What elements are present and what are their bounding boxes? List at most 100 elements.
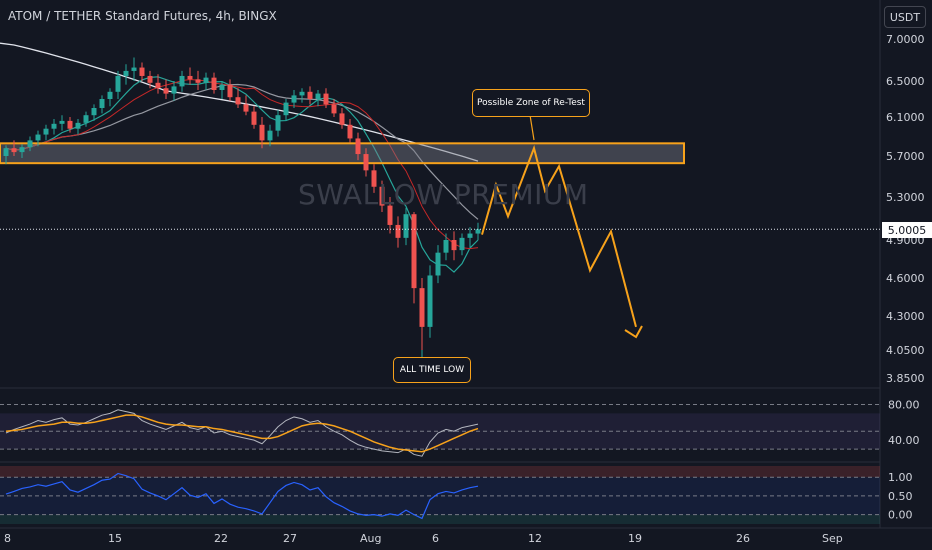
candle-body [467, 233, 473, 238]
candle [123, 64, 129, 85]
time-tick-label: 22 [214, 532, 228, 545]
candle-body [59, 120, 65, 124]
candle-body [11, 148, 17, 153]
candle-body [259, 124, 265, 141]
candle-body [283, 102, 289, 116]
candle-body [227, 84, 233, 98]
candle-body [235, 97, 241, 105]
candle-body [3, 148, 9, 156]
candle-body [155, 82, 161, 89]
projected-path-arrowhead [624, 325, 643, 339]
osc-tick-label: 0.00 [888, 509, 913, 522]
candle-body [475, 229, 481, 234]
candle [235, 88, 241, 108]
candle [11, 140, 17, 156]
candle-body [275, 115, 281, 131]
candle-body [411, 214, 417, 289]
candle [203, 72, 209, 90]
chart-title: ATOM / TETHER Standard Futures, 4h, BING… [8, 9, 277, 23]
candle [459, 233, 465, 256]
candle [131, 57, 137, 81]
candle-body [27, 140, 33, 148]
rsi-tick-label: 80.00 [888, 398, 920, 411]
candle-body [211, 77, 217, 90]
time-tick-label: 15 [108, 532, 122, 545]
price-tick-label: 7.0000 [886, 33, 925, 46]
candle-body [443, 240, 449, 253]
candle-body [35, 134, 41, 141]
time-tick-label: 8 [4, 532, 11, 545]
candle [435, 245, 441, 284]
candle-body [19, 147, 25, 153]
osc-middle-band [0, 477, 880, 515]
candle [147, 70, 153, 89]
time-tick-label: 19 [628, 532, 642, 545]
candle [179, 70, 185, 92]
time-tick-label: 6 [432, 532, 439, 545]
candle [411, 212, 417, 304]
candle [339, 108, 345, 129]
candle [299, 88, 305, 103]
candle [155, 74, 161, 94]
red-moving-average-line [5, 78, 479, 250]
candle-body [83, 115, 89, 123]
candle [307, 86, 313, 105]
candle [227, 79, 233, 101]
candle-body [419, 288, 425, 327]
candle-body [371, 170, 377, 187]
candle [347, 118, 353, 143]
candle-body [339, 113, 345, 125]
candle-body [323, 93, 329, 105]
osc-lower-band [0, 514, 880, 524]
candle [475, 222, 481, 240]
candle-body [187, 75, 193, 80]
candle [139, 62, 145, 81]
osc-tick-label: 1.00 [888, 471, 913, 484]
candle [3, 145, 9, 165]
candle-body [363, 154, 369, 171]
candle [251, 106, 257, 129]
candle [171, 81, 177, 101]
rsi-tick-label: 40.00 [888, 434, 920, 447]
candle [451, 231, 457, 261]
time-tick-label: 12 [528, 532, 542, 545]
candle [419, 278, 425, 350]
candle-body [203, 77, 209, 83]
candle-body [123, 70, 129, 76]
candle [107, 88, 113, 107]
oscillator-line [5, 472, 479, 520]
price-tick-label: 5.7000 [886, 150, 925, 163]
candle [83, 111, 89, 127]
osc-tick-label: 0.50 [888, 490, 913, 503]
candle-body [435, 252, 441, 276]
price-tick-label: 5.3000 [886, 191, 925, 204]
candle [43, 124, 49, 141]
all-time-low-callout: ALL TIME LOW [393, 357, 471, 383]
candle-body [163, 88, 169, 94]
currency-button[interactable]: USDT [884, 6, 926, 28]
candle-body [107, 91, 113, 99]
candle-body [395, 224, 401, 238]
time-tick-label: 27 [283, 532, 297, 545]
projected-path-line [481, 144, 637, 328]
candle [363, 148, 369, 177]
current-price-tag: 5.0005 [882, 222, 932, 238]
candle [403, 207, 409, 246]
rsi-band [0, 413, 880, 450]
candle [291, 90, 297, 108]
mid-moving-average-line [5, 83, 479, 220]
candle-body [139, 67, 145, 76]
candle-body [219, 84, 225, 90]
candle-body [43, 128, 49, 135]
price-tick-label: 4.3000 [886, 310, 925, 323]
candle [427, 265, 433, 338]
fast-moving-average-line [5, 76, 479, 273]
candle [243, 95, 249, 116]
candle-body [331, 104, 337, 114]
candle [163, 79, 169, 99]
candle-body [251, 111, 257, 125]
candle-body [403, 214, 409, 238]
candle [387, 197, 393, 234]
candle [379, 180, 385, 213]
